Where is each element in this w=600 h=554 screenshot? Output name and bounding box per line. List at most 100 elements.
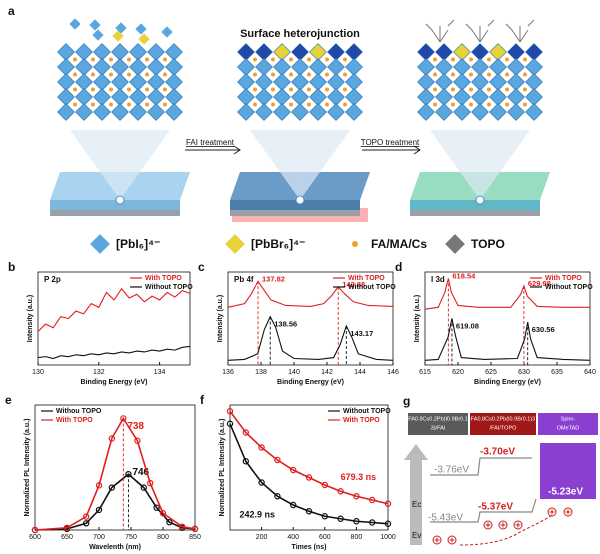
octahedron — [147, 88, 165, 106]
marker — [140, 484, 147, 491]
spectrum-label: I 3d — [431, 275, 445, 284]
octahedron — [273, 103, 291, 121]
octahedron — [237, 73, 255, 91]
x-tick-label: 138 — [255, 369, 267, 376]
cation — [307, 57, 311, 62]
legend-icon — [225, 234, 245, 254]
marker — [82, 520, 90, 527]
cation — [523, 102, 527, 107]
x-axis-label: Binding Energy (eV) — [277, 379, 344, 386]
marker — [337, 488, 344, 495]
panel-label: g — [403, 394, 410, 408]
x-tick-label: 600 — [29, 534, 41, 541]
ev-label: Ev — [412, 531, 421, 540]
octahedron — [417, 103, 435, 121]
octahedron — [237, 58, 255, 76]
marker — [274, 493, 281, 500]
cation — [487, 57, 491, 62]
marker — [321, 513, 328, 520]
hole-plus — [549, 509, 555, 515]
schematic: [PbI₆]⁴⁻ [PbBr₆]⁴⁻ FA/MA/Cs TOPO — [50, 18, 550, 254]
octahedron — [453, 73, 471, 91]
cation — [289, 57, 293, 62]
octahedron — [75, 73, 93, 91]
x-tick-label: 144 — [354, 369, 366, 376]
octahedron — [417, 73, 435, 91]
cation — [91, 57, 95, 62]
cation — [433, 87, 437, 92]
octahedron — [417, 43, 435, 61]
x-axis-label: Binding Energy (eV) — [474, 379, 541, 386]
x-tick-label: 650 — [61, 534, 73, 541]
octahedron — [93, 58, 111, 76]
cation — [451, 102, 455, 107]
beam — [250, 130, 350, 200]
series-line — [34, 473, 196, 531]
cation — [307, 72, 311, 77]
cb-level — [430, 457, 532, 476]
legend-label: Withou TOPO — [56, 408, 102, 415]
octahedron — [327, 58, 345, 76]
hole-flow — [459, 514, 553, 546]
octahedron — [327, 103, 345, 121]
octahedron — [93, 43, 111, 61]
cation — [253, 72, 257, 77]
octahedron — [57, 43, 75, 61]
x-tick-label: 750 — [125, 534, 137, 541]
peak-label: 138.56 — [274, 320, 297, 329]
y-axis-label: Intensity (a.u.) — [414, 295, 421, 342]
octahedron — [273, 58, 291, 76]
octahedron — [237, 103, 255, 121]
marker — [305, 508, 313, 515]
octahedron — [435, 73, 453, 91]
octahedron — [507, 43, 525, 61]
cation — [163, 87, 167, 92]
cation — [145, 102, 149, 107]
marker — [305, 474, 313, 481]
x-tick-label: 200 — [256, 534, 268, 541]
octahedron — [165, 88, 183, 106]
peak-label: 143.17 — [350, 329, 373, 338]
peak-label: 738 — [127, 421, 144, 432]
free-ion — [161, 26, 173, 38]
legend-label: FA/MA/Cs — [371, 237, 427, 251]
hole-plus — [515, 522, 521, 528]
cation — [127, 57, 131, 62]
cation — [469, 102, 473, 107]
panel-label: a — [8, 4, 15, 18]
beam — [70, 130, 170, 200]
hole-plus — [449, 537, 455, 543]
cation — [325, 57, 329, 62]
legend-icon — [352, 241, 358, 247]
layer-label: 3)/FAI — [431, 425, 446, 431]
octahedron — [255, 73, 273, 91]
octahedron — [309, 73, 327, 91]
cation — [91, 72, 95, 77]
octahedron — [291, 103, 309, 121]
x-tick-label: 136 — [222, 369, 234, 376]
marker — [369, 496, 376, 504]
x-tick-label: 700 — [93, 534, 105, 541]
octahedron — [471, 58, 489, 76]
octahedron — [525, 43, 543, 61]
octahedron — [75, 103, 93, 121]
cation — [109, 102, 113, 107]
lifetime-label: 242.9 ns — [239, 509, 275, 519]
octahedron — [291, 43, 309, 61]
level-label: -5.37eV — [478, 502, 513, 513]
octahedron — [489, 103, 507, 121]
octahedron — [435, 43, 453, 61]
peak-label: 746 — [132, 467, 149, 478]
octahedron — [435, 103, 453, 121]
octahedron — [525, 88, 543, 106]
marker — [95, 482, 103, 489]
cation — [109, 57, 113, 62]
marker — [274, 456, 281, 464]
octahedron — [471, 88, 489, 106]
layer-label: /FAI/TOPO — [490, 425, 518, 431]
octahedron — [435, 58, 453, 76]
octahedron — [453, 88, 471, 106]
cation — [91, 87, 95, 92]
level-label: -5.43eV — [428, 513, 463, 524]
series-line — [34, 416, 196, 531]
